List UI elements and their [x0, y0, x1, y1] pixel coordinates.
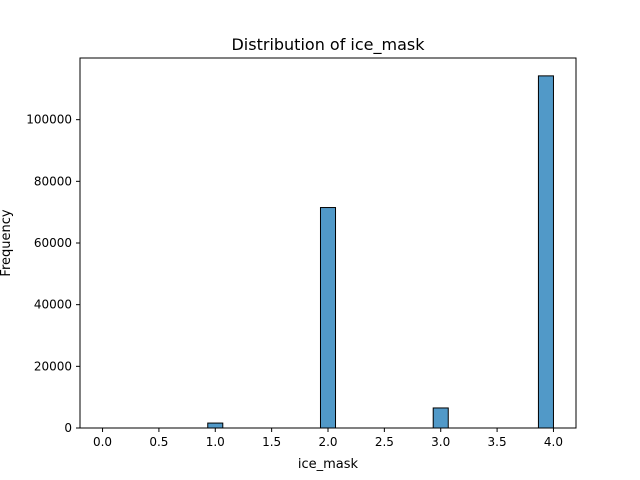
y-axis-label: Frequency — [0, 209, 14, 276]
x-axis-ticks: 0.0 0.5 1.0 1.5 2.0 2.5 3.0 3.5 4.0 — [93, 428, 563, 449]
x-axis-label: ice_mask — [298, 457, 359, 472]
y-tick-label: 20000 — [34, 359, 72, 373]
y-tick-label: 100000 — [26, 113, 72, 127]
histogram-bar — [432, 407, 449, 429]
x-tick-label: 3.0 — [431, 435, 450, 449]
y-tick-label: 80000 — [34, 174, 72, 188]
bars-group — [207, 75, 554, 429]
x-tick-label: 1.5 — [262, 435, 281, 449]
histogram-bar — [319, 207, 337, 429]
x-tick-label: 2.5 — [375, 435, 394, 449]
x-tick-label: 2.0 — [318, 435, 337, 449]
chart-title: Distribution of ice_mask — [231, 35, 425, 55]
x-tick-label: 4.0 — [544, 435, 563, 449]
x-tick-label: 1.0 — [206, 435, 225, 449]
y-tick-label: 60000 — [34, 236, 72, 250]
y-tick-label: 0 — [64, 421, 72, 435]
y-tick-label: 40000 — [34, 298, 72, 312]
x-tick-label: 0.5 — [149, 435, 168, 449]
histogram-bar — [537, 75, 554, 429]
x-tick-label: 3.5 — [488, 435, 507, 449]
y-axis-ticks: 0 20000 40000 60000 80000 100000 — [26, 113, 80, 435]
x-tick-label: 0.0 — [93, 435, 112, 449]
histogram-bar — [207, 422, 224, 429]
